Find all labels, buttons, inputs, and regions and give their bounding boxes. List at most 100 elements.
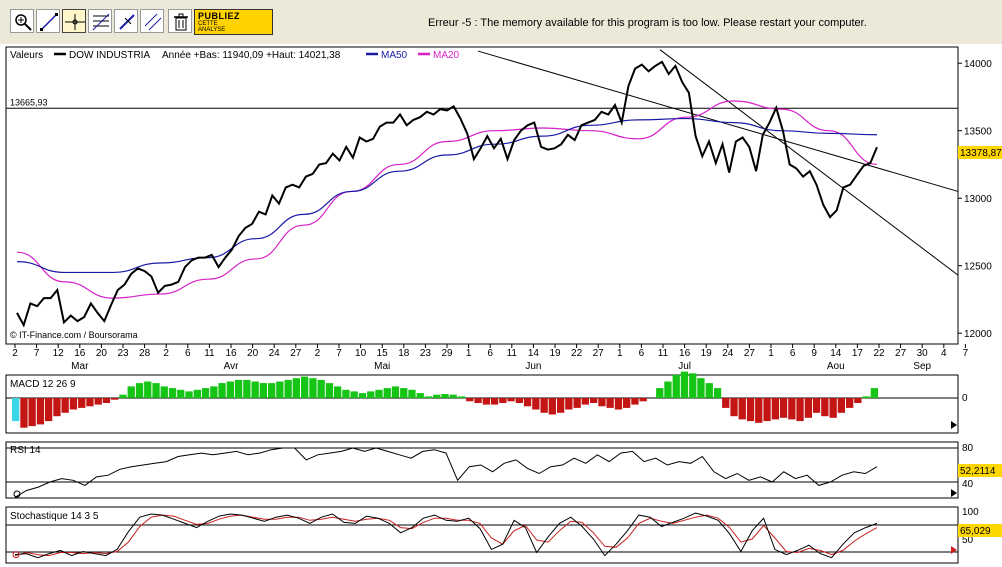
macd-bar — [441, 394, 449, 398]
price-y-axis: 14000 13500 13000 12500 12000 — [958, 59, 992, 340]
stoch-handle-icon[interactable] — [12, 551, 20, 559]
trash-tool-button[interactable] — [168, 9, 192, 33]
macd-bar — [94, 398, 102, 405]
macd-bar — [499, 398, 507, 403]
macd-bar — [36, 398, 45, 425]
y-tick-label: 12000 — [964, 329, 992, 340]
macd-bar — [697, 378, 705, 398]
macd-bar — [375, 389, 383, 399]
x-tick-label: 6 — [639, 348, 645, 359]
x-tick-label: 29 — [441, 348, 453, 359]
x-tick-label: 11 — [204, 348, 215, 359]
crosshair-tool-button[interactable] — [62, 9, 86, 33]
x-tick-label: 11 — [658, 348, 669, 359]
x-tick-label: 16 — [74, 348, 86, 359]
x-tick-label: 11 — [507, 348, 518, 359]
macd-bar — [746, 398, 755, 422]
macd-bar — [168, 388, 177, 398]
trendline-2[interactable] — [659, 49, 959, 276]
year-range-label: Année +Bas: 11940,09 +Haut: 14021,38 — [162, 50, 341, 61]
macd-bar — [548, 398, 556, 415]
macd-bar — [358, 393, 367, 399]
x-tick-label: 20 — [96, 348, 108, 359]
macd-bar — [226, 381, 234, 398]
last-price-bg — [958, 146, 1002, 159]
fibonacci-tool-button[interactable] — [88, 9, 112, 33]
macd-bar — [144, 381, 152, 398]
trendline-icon — [40, 13, 58, 31]
rsi-handle-icon[interactable] — [13, 490, 21, 498]
x-tick-label: 27 — [895, 348, 907, 359]
macd-bar — [268, 383, 276, 398]
macd-bar — [28, 398, 36, 427]
macd-bar — [457, 396, 466, 399]
macd-bar — [515, 398, 523, 403]
zoom-tool-button[interactable] — [10, 9, 34, 33]
x-tick-label: 30 — [917, 348, 929, 359]
x-tick-label: 6 — [790, 348, 796, 359]
macd-bar — [185, 391, 193, 398]
x-tick-label: 6 — [487, 348, 493, 359]
y-tick-label: 12500 — [964, 262, 992, 273]
x-tick-label: 7 — [336, 348, 342, 359]
x-tick-label: 20 — [247, 348, 259, 359]
macd-bar — [367, 391, 375, 398]
macd-bar — [680, 371, 689, 398]
x-month-label: Sep — [913, 361, 931, 372]
macd-bar — [664, 381, 672, 398]
macd-bar — [614, 398, 623, 410]
chart-svg[interactable]: Valeurs DOW INDUSTRIA Année +Bas: 11940,… — [0, 44, 1002, 567]
macd-bar — [243, 379, 251, 399]
publish-analysis-button[interactable]: PUBLIEZ CETTE ANALYSE — [194, 9, 273, 35]
macd-bar — [532, 398, 540, 410]
publish-label-line1: PUBLIEZ — [198, 11, 241, 21]
rsi-value-bg — [958, 464, 1002, 477]
macd-label: MACD 12 26 9 — [10, 379, 76, 390]
rsi-scroll-arrow-icon[interactable] — [951, 489, 957, 497]
macd-scroll-arrow-icon[interactable] — [951, 421, 957, 429]
macd-bar — [755, 398, 763, 423]
trendline-tool-button[interactable] — [36, 9, 60, 33]
x-tick-label: 1 — [768, 348, 774, 359]
legend-ma50-label: MA50 — [381, 50, 408, 61]
x-tick-label: 16 — [679, 348, 691, 359]
macd-bar — [474, 398, 482, 403]
stoch-d-line — [14, 514, 878, 557]
x-month-label: Jun — [525, 361, 541, 372]
price-panel-frame — [5, 46, 959, 345]
chart-area[interactable]: Valeurs DOW INDUSTRIA Année +Bas: 11940,… — [0, 44, 1002, 567]
macd-bar — [557, 398, 565, 413]
resistance-value-label: 13665,93 — [10, 97, 48, 107]
x-tick-label: 23 — [117, 348, 129, 359]
macd-bar — [234, 379, 243, 399]
macd-bar — [127, 386, 135, 398]
x-tick-label: 27 — [593, 348, 605, 359]
x-tick-label: 14 — [528, 348, 540, 359]
stoch-level-100: 100 — [962, 507, 979, 518]
macd-bar — [705, 383, 713, 398]
series-dow-industria — [16, 60, 878, 328]
parallel-lines-tool-button[interactable] — [140, 9, 164, 33]
macd-bar — [152, 383, 160, 398]
x-tick-label: 16 — [225, 348, 237, 359]
x-month-label: Avr — [224, 361, 239, 372]
macd-bar — [598, 398, 606, 407]
macd-bar — [449, 394, 457, 398]
resistance-line[interactable]: 13665,93 — [6, 97, 958, 109]
macd-bar — [639, 398, 647, 402]
macd-bar — [433, 394, 441, 398]
macd-bar — [193, 389, 201, 399]
macd-bar — [804, 398, 812, 418]
stoch-scroll-arrow-icon[interactable] — [951, 546, 957, 554]
pencil-tool-button[interactable] — [114, 9, 138, 33]
x-tick-label: 10 — [355, 348, 367, 359]
macd-bar — [738, 398, 746, 420]
macd-bar — [102, 398, 111, 403]
rsi-level-80: 80 — [962, 443, 974, 454]
macd-bar — [160, 386, 168, 398]
publish-label-line2: CETTE — [198, 21, 218, 27]
macd-bar — [565, 398, 573, 410]
rsi-panel-frame — [5, 441, 959, 499]
x-month-label: Jul — [678, 361, 691, 372]
macd-bar — [581, 398, 589, 405]
